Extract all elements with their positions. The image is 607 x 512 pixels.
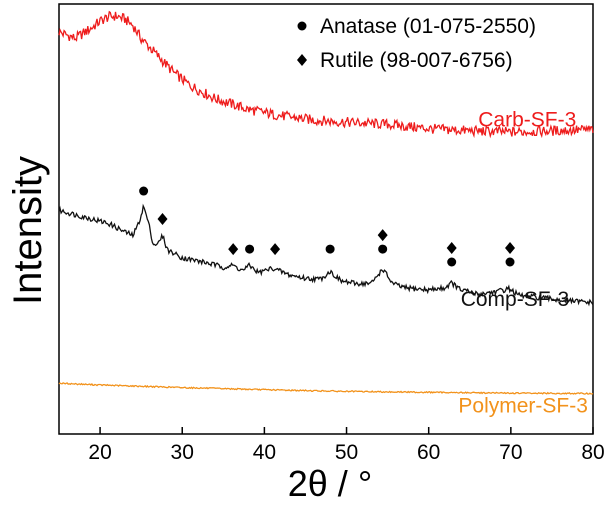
legend-label: Anatase (01-075-2550) bbox=[320, 15, 536, 38]
x-axis-ticks: 20 30 40 50 60 70 80 bbox=[88, 427, 605, 464]
rutile-marker bbox=[228, 243, 239, 256]
rutile-marker bbox=[505, 242, 516, 254]
rutile-marker bbox=[270, 243, 281, 256]
x-tick-label: 70 bbox=[499, 441, 522, 464]
anatase-marker bbox=[139, 186, 149, 196]
x-tick-label: 40 bbox=[253, 441, 276, 464]
plot-frame bbox=[58, 3, 594, 435]
series-label: Polymer-SF-3 bbox=[458, 395, 588, 418]
series-line-carb-sf-3 bbox=[58, 10, 594, 139]
x-tick-label: 50 bbox=[335, 441, 358, 464]
anatase-marker bbox=[245, 244, 255, 254]
legend-label: Rutile (98-007-6756) bbox=[320, 49, 513, 72]
peak-annotations bbox=[139, 186, 516, 267]
anatase-marker bbox=[297, 21, 307, 31]
rutile-marker bbox=[377, 229, 388, 242]
series-line-comp-sf-3 bbox=[58, 203, 594, 307]
x-axis-label: 2θ / ° bbox=[287, 463, 373, 504]
series-layer bbox=[58, 10, 594, 395]
x-tick-label: 80 bbox=[581, 441, 604, 464]
series-line-polymer-sf-3 bbox=[58, 382, 594, 395]
anatase-marker bbox=[325, 244, 335, 254]
legend: Anatase (01-075-2550) Rutile (98-007-6756… bbox=[297, 15, 536, 72]
series-labels: Carb-SF-3 Comp-SF-3 Polymer-SF-3 bbox=[458, 109, 588, 418]
series-label: Carb-SF-3 bbox=[478, 109, 576, 132]
rutile-marker bbox=[157, 213, 168, 225]
x-tick-label: 20 bbox=[88, 441, 111, 464]
rutile-marker bbox=[446, 242, 457, 254]
anatase-marker bbox=[447, 257, 457, 267]
rutile-marker bbox=[297, 54, 307, 66]
x-tick-label: 30 bbox=[171, 441, 194, 464]
anatase-marker bbox=[378, 244, 388, 254]
x-tick-label: 60 bbox=[417, 441, 440, 464]
series-label: Comp-SF-3 bbox=[461, 288, 570, 311]
y-axis-label: Intensity bbox=[5, 155, 50, 305]
anatase-marker bbox=[505, 257, 515, 267]
